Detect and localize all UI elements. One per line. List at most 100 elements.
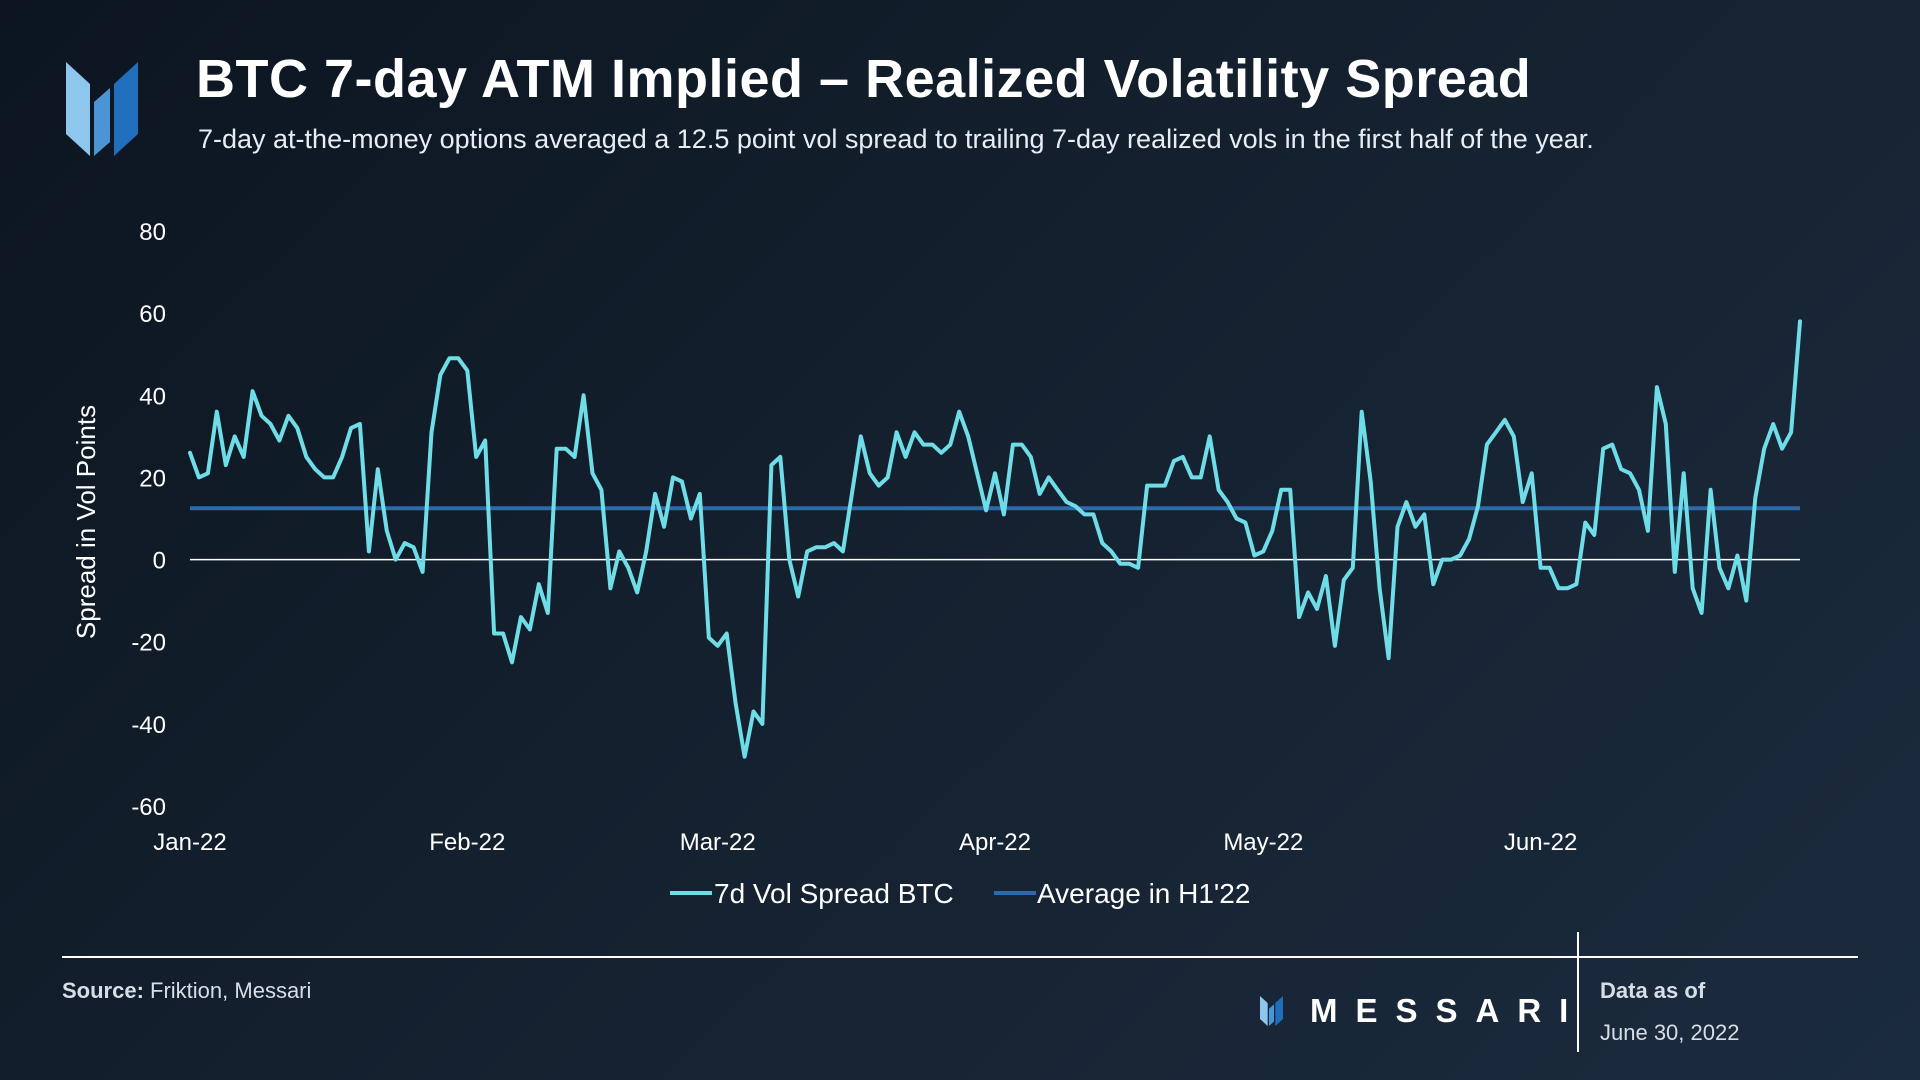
data-point (564, 447, 568, 451)
data-point (841, 549, 845, 553)
data-point (823, 545, 827, 549)
data-point (1700, 611, 1704, 615)
data-point (465, 369, 469, 373)
data-point (1002, 512, 1006, 516)
data-point (1780, 447, 1784, 451)
data-point (510, 660, 514, 664)
data-point (1664, 422, 1668, 426)
data-point (1190, 475, 1194, 479)
data-point (1557, 586, 1561, 590)
data-point (340, 455, 344, 459)
data-point (1270, 529, 1274, 533)
data-point (519, 615, 523, 619)
data-point (528, 627, 532, 631)
data-point (1539, 566, 1543, 570)
data-point (975, 471, 979, 475)
data-point (1449, 558, 1453, 562)
data-point (1243, 521, 1247, 525)
data-point (1440, 558, 1444, 562)
data-point (1753, 496, 1757, 500)
x-tick-label: Apr-22 (959, 829, 1031, 856)
data-point (1574, 582, 1578, 586)
data-point (1548, 566, 1552, 570)
source-note: Source: Friktion, Messari (62, 978, 311, 1004)
data-point (215, 410, 219, 414)
data-point (886, 475, 890, 479)
legend-label-average: Average in H1'22 (1037, 878, 1250, 909)
data-point (546, 611, 550, 615)
data-point (1494, 430, 1498, 434)
y-tick-label: -60 (131, 794, 166, 821)
data-point (698, 492, 702, 496)
data-point (1789, 430, 1793, 434)
data-point (1771, 422, 1775, 426)
data-point (1288, 488, 1292, 492)
data-point (644, 549, 648, 553)
data-point (304, 455, 308, 459)
data-point (1512, 434, 1516, 438)
data-point (1091, 512, 1095, 516)
data-point (957, 410, 961, 414)
chart-subtitle: 7-day at-the-money options averaged a 12… (198, 124, 1594, 154)
data-point (760, 722, 764, 726)
vol-spread-series-line (188, 319, 1802, 759)
data-point (1235, 517, 1239, 521)
data-point (1351, 566, 1355, 570)
legend: 7d Vol Spread BTC Average in H1'22 (670, 878, 1250, 909)
data-point (242, 455, 246, 459)
data-point (1378, 586, 1382, 590)
data-point (1691, 586, 1695, 590)
data-point (1476, 504, 1480, 508)
brand: MESSARI (1258, 992, 1586, 1030)
data-point (913, 430, 917, 434)
data-point (403, 541, 407, 545)
data-point (286, 414, 290, 418)
data-point (188, 451, 192, 455)
data-point (582, 393, 586, 397)
data-point (1261, 549, 1265, 553)
footer-divider (62, 956, 1858, 958)
y-axis-label: Spread in Vol Points (71, 405, 101, 639)
data-point (626, 566, 630, 570)
y-tick-label: -40 (131, 712, 166, 739)
data-point (608, 586, 612, 590)
data-point (859, 434, 863, 438)
data-point (850, 492, 854, 496)
logo-right-bar (114, 62, 138, 156)
data-point (1074, 504, 1078, 508)
data-point (662, 525, 666, 529)
data-point (492, 632, 496, 636)
data-point (1565, 586, 1569, 590)
data-point (966, 434, 970, 438)
data-point (921, 443, 925, 447)
logo-middle-bar (94, 88, 110, 156)
data-point (1011, 443, 1015, 447)
data-point (1154, 484, 1158, 488)
data-point (1762, 447, 1766, 451)
data-point (1127, 562, 1131, 566)
data-point (1646, 529, 1650, 533)
messari-brand-icon (1260, 996, 1283, 1026)
data-point (653, 492, 657, 496)
data-point (349, 426, 353, 430)
data-point (322, 475, 326, 479)
data-point (1100, 541, 1104, 545)
data-point (984, 508, 988, 512)
data-point (1628, 471, 1632, 475)
data-point (752, 710, 756, 714)
data-point (555, 447, 559, 451)
x-axis-ticks: Jan-22 Feb-22 Mar-22 Apr-22 May-22 Jun-22 (153, 829, 1577, 856)
data-point (331, 475, 335, 479)
data-point (689, 517, 693, 521)
data-point (1396, 525, 1400, 529)
data-point (1306, 590, 1310, 594)
x-tick-label: May-22 (1223, 829, 1303, 856)
y-tick-label: 20 (139, 465, 166, 492)
data-point (877, 484, 881, 488)
data-point (385, 529, 389, 533)
data-point (787, 558, 791, 562)
data-point (1369, 480, 1373, 484)
data-point (260, 414, 264, 418)
data-point (778, 455, 782, 459)
